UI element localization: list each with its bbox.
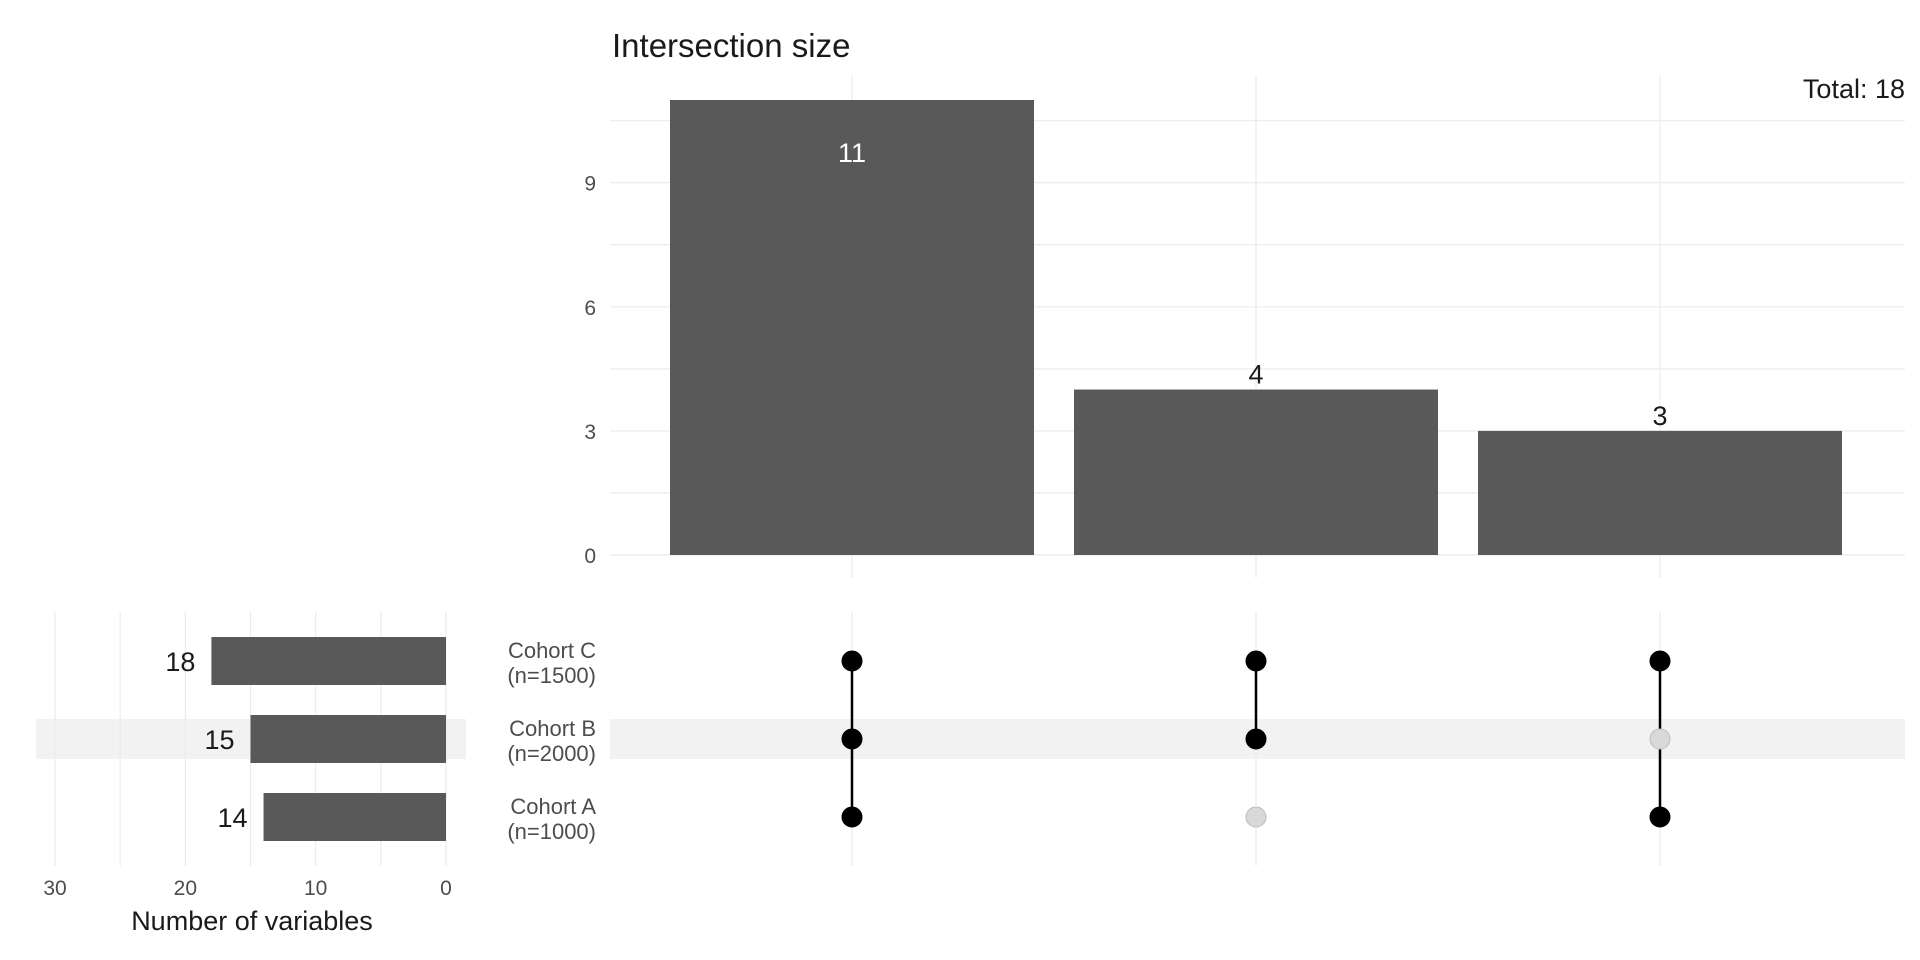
intersection-bar-label: 4: [1248, 360, 1263, 390]
y-tick-label: 0: [584, 545, 596, 568]
set-size-bar: [211, 637, 446, 685]
set-label: Cohort B (n=2000): [507, 716, 596, 766]
matrix-dot-inactive: [1245, 806, 1267, 828]
matrix-dot-active: [1649, 650, 1671, 672]
set-size-tick-label: 20: [174, 877, 197, 900]
set-size-bar-label: 18: [165, 647, 195, 677]
intersection-bar: [1074, 389, 1438, 555]
set-label-line: (n=1500): [507, 663, 596, 688]
set-size-tick-label: 0: [440, 877, 452, 900]
set-size-axis-title: Number of variables: [131, 906, 373, 936]
matrix-dot-inactive: [1649, 728, 1671, 750]
set-label: Cohort A (n=1000): [507, 794, 596, 844]
matrix-dot-active: [1245, 728, 1267, 750]
set-label: Cohort C (n=1500): [507, 638, 596, 688]
set-size-bar: [263, 793, 446, 841]
chart-title: Intersection size: [612, 27, 850, 64]
matrix-dot-active: [841, 650, 863, 672]
set-label-line: Cohort A: [510, 794, 596, 819]
set-label-line: (n=2000): [507, 741, 596, 766]
y-tick-label: 9: [584, 173, 596, 196]
total-annotation: Total: 18: [1803, 74, 1905, 104]
set-size-tick-label: 30: [43, 877, 66, 900]
set-size-bar-label: 15: [204, 725, 234, 755]
matrix-dot-active: [1649, 806, 1671, 828]
set-label-line: (n=1000): [507, 819, 596, 844]
intersection-bar: [670, 100, 1034, 555]
set-size-bar-label: 14: [217, 803, 247, 833]
y-tick-label: 6: [584, 297, 596, 320]
set-size-tick-label: 10: [304, 877, 327, 900]
matrix-dot-active: [841, 806, 863, 828]
y-tick-label: 3: [584, 421, 596, 444]
intersection-bar: [1478, 430, 1842, 555]
matrix-dot-active: [841, 728, 863, 750]
set-size-bar: [250, 715, 446, 763]
matrix-dot-active: [1245, 650, 1267, 672]
text-layer: Intersection size Total: 18 Number of va…: [43, 27, 1905, 936]
intersection-bar-label: 3: [1652, 401, 1667, 431]
set-label-line: Cohort B: [509, 716, 596, 741]
set-label-line: Cohort C: [508, 638, 596, 663]
marks-layer: [211, 100, 1842, 841]
intersection-bar-label: 11: [838, 138, 866, 168]
